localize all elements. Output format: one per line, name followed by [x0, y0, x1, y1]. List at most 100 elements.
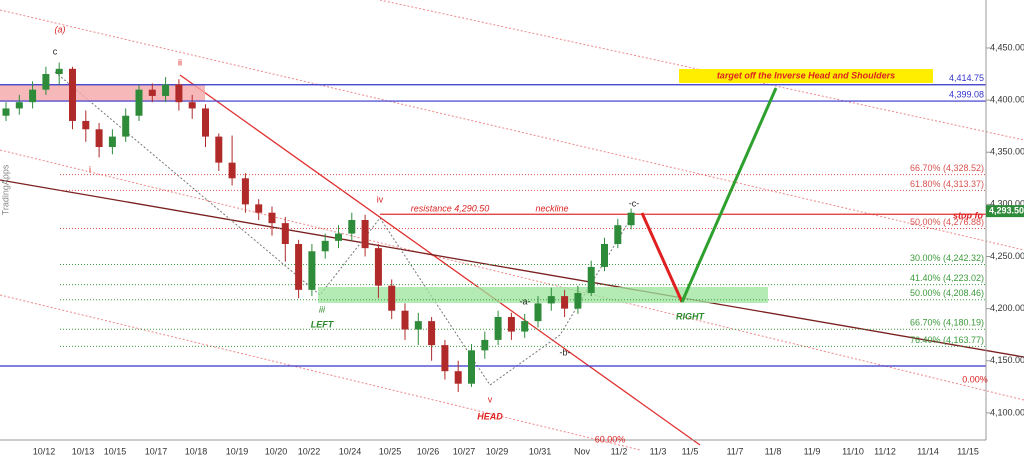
- annotations: (a)ciiiiiiivv-a--b--c-LEFTHEADRIGHTresis…: [0, 24, 987, 444]
- fib-label: 66.70% (4,180.19): [910, 318, 984, 328]
- candle-body: [148, 89, 156, 96]
- channel-line: [0, 294, 641, 451]
- x-tick-label: 10/12: [33, 446, 56, 456]
- candle-body: [441, 345, 449, 372]
- wave-path: [54, 71, 635, 386]
- x-tick-label: 11/15: [957, 446, 979, 456]
- annotation: c: [53, 46, 58, 56]
- candle-body: [321, 240, 329, 252]
- annotation: neckline: [535, 203, 568, 213]
- annotation: stop fo: [953, 210, 983, 220]
- y-tick-label: 4,450.00: [990, 42, 1024, 52]
- x-tick-label: 11/2: [611, 446, 628, 456]
- candle-body: [95, 129, 103, 148]
- annotation: 0.00%: [962, 374, 988, 384]
- fib-label: 76.40% (4,163.77): [910, 335, 984, 345]
- candle-body: [188, 102, 196, 109]
- supply-zone: [0, 85, 205, 101]
- x-tick-label: 10/18: [185, 446, 208, 456]
- candle-body: [587, 266, 595, 293]
- candle-body: [335, 233, 342, 241]
- annotation: (a): [55, 24, 66, 34]
- x-tick-label: 10/19: [226, 446, 249, 456]
- candle-body: [601, 243, 608, 267]
- candle-body: [268, 212, 276, 224]
- candle-body: [388, 285, 396, 311]
- y-tick-label: 4,100.00: [990, 407, 1024, 417]
- y-tick-label: 4,200.00: [990, 303, 1024, 313]
- annotation: -a-: [520, 296, 531, 306]
- annotation: 60.00%: [595, 434, 626, 444]
- fib-label: 50.00% (4,276.88): [910, 217, 984, 227]
- last-price-tag: [986, 205, 1024, 218]
- fib-label: 30.00% (4,242.32): [910, 253, 984, 263]
- x-tick-label: 10/26: [417, 446, 440, 456]
- annotation: -c-: [629, 198, 640, 208]
- candle-body: [454, 371, 462, 384]
- candle-body: [507, 316, 515, 332]
- levels: 4,414.75 4,399.08 66.70% (4,328.52) 61.80% …: [0, 73, 986, 367]
- x-tick-label: 11/3: [650, 446, 667, 456]
- annotation: target off the Inverse Head and Shoulder…: [717, 70, 895, 80]
- annotation: LEFT: [311, 319, 335, 329]
- x-tick-label: 11/9: [804, 446, 821, 456]
- price-level-label: 4,414.75: [949, 73, 984, 83]
- candle-body: [255, 204, 263, 213]
- target-box: [679, 69, 933, 83]
- candle-body: [15, 102, 23, 109]
- y-tick-label: 4,250.00: [990, 251, 1024, 261]
- projection-up: [680, 87, 778, 303]
- price-level-label: 4,399.08: [949, 89, 984, 99]
- annotation: iii: [319, 304, 326, 314]
- annotation: ii: [178, 57, 182, 67]
- y-tick-label: 4,300.00: [990, 199, 1024, 209]
- candle-body: [361, 220, 369, 249]
- candle-body: [481, 339, 489, 351]
- fib-label: 41.40% (4,223.02): [910, 273, 984, 283]
- x-tick-label: 10/25: [379, 446, 402, 456]
- x-tick-label: 10/20: [265, 446, 288, 456]
- x-tick-label: 11/5: [682, 446, 699, 456]
- axes: 4,100.00 4,150.00 4,200.00 4,250.00 4,300.00…: [33, 42, 1024, 456]
- y-tick-label: 4,400.00: [990, 94, 1024, 104]
- candle-body: [241, 178, 249, 205]
- projection-down: [640, 212, 684, 303]
- x-tick-label: 10/22: [298, 446, 321, 456]
- candle-body: [348, 220, 356, 234]
- annotation: v: [488, 394, 493, 404]
- candle-body: [414, 321, 422, 330]
- x-tick-label: 11/7: [727, 446, 744, 456]
- candle-body: [534, 303, 542, 322]
- x-tick-label: 10/15: [104, 446, 127, 456]
- candle-body: [574, 292, 582, 309]
- fib-label: 66.70% (4,328.52): [910, 163, 984, 173]
- y-tick-label: 4,350.00: [990, 147, 1024, 157]
- candle-body: [42, 74, 50, 90]
- annotation: iv: [377, 194, 384, 204]
- candle-body: [494, 316, 502, 340]
- candle-body: [202, 108, 209, 137]
- candle-body: [228, 162, 236, 179]
- candle-body: [561, 296, 569, 309]
- candle-body: [428, 321, 436, 346]
- candle-body: [135, 89, 143, 116]
- x-tick-label: 10/17: [145, 446, 168, 456]
- candle-body: [69, 68, 76, 121]
- candle-body: [374, 248, 382, 286]
- x-tick-label: 10/27: [453, 446, 476, 456]
- x-tick-label: 11/10: [842, 446, 864, 456]
- candle-body: [521, 321, 529, 332]
- candle-body: [401, 310, 409, 330]
- candle-body: [55, 68, 63, 75]
- x-tick-label: 10/13: [72, 446, 95, 456]
- fib-label: 50.00% (4,208.46): [910, 288, 984, 298]
- last-price-label: 4,293.50: [989, 206, 1024, 216]
- annotation: RIGHT: [676, 311, 706, 321]
- candle-body: [547, 296, 555, 304]
- x-tick-label: 11/8: [765, 446, 782, 456]
- channel-line: [0, 9, 1024, 251]
- x-tick-label: 10/29: [486, 446, 509, 456]
